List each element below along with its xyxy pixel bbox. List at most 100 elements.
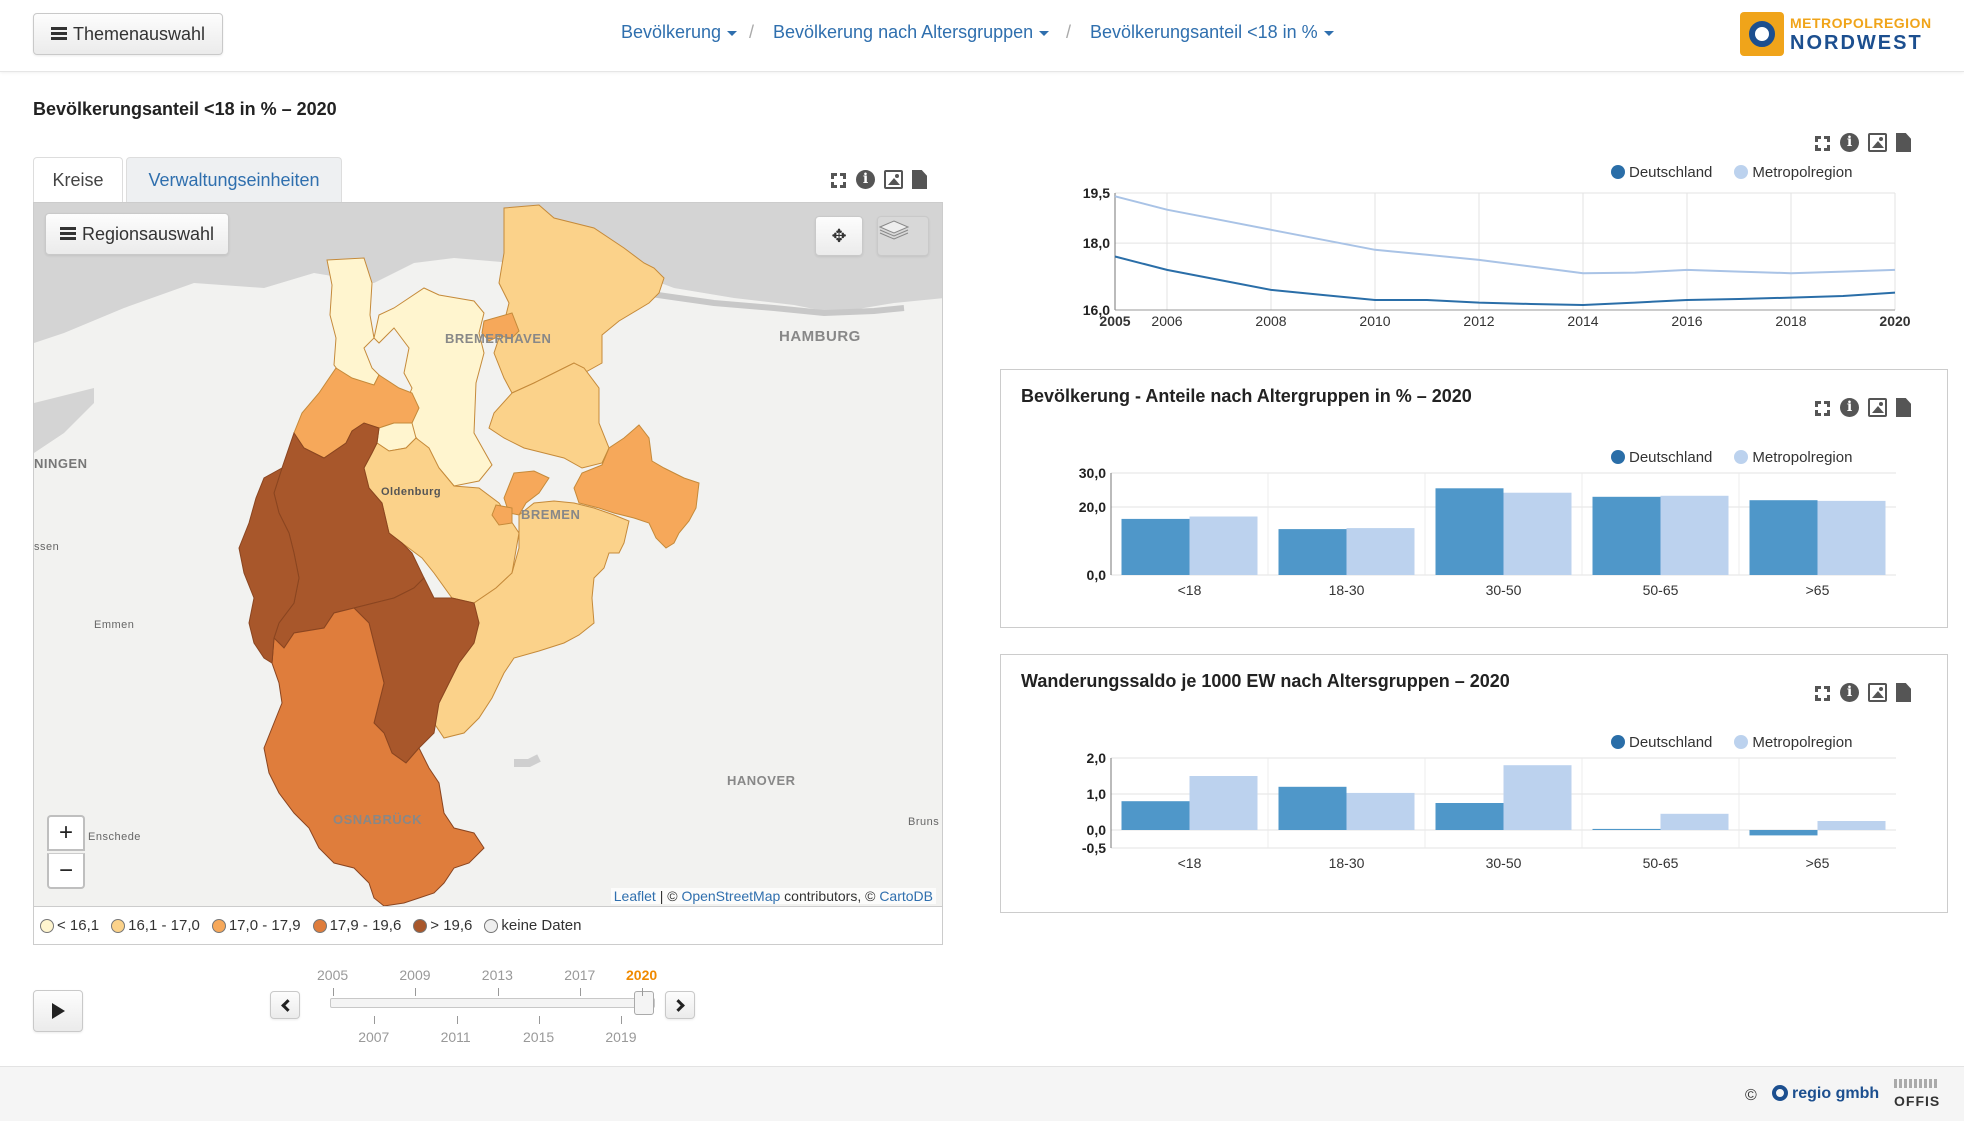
year-slider-track[interactable] (330, 998, 655, 1008)
legend-label: Deutschland (1629, 449, 1713, 466)
fullscreen-icon[interactable] (828, 170, 847, 189)
region-delmenhorst[interactable] (491, 504, 513, 526)
year-tick (621, 1016, 623, 1024)
x-tick-label: 18-30 (1329, 582, 1365, 598)
regio-logo[interactable]: regio gmbh (1772, 1085, 1879, 1103)
region-select-button[interactable]: Regionsauswahl (45, 213, 229, 255)
year-tick (580, 988, 582, 996)
map-label-hamburg: HAMBURG (779, 328, 861, 345)
legend-item-deutschland[interactable]: Deutschland (1611, 164, 1712, 181)
legend-dot (1611, 450, 1625, 464)
cartodb-link[interactable]: CartoDB (879, 888, 933, 904)
region-select-label: Regionsauswahl (81, 223, 215, 244)
year-label-top[interactable]: 2009 (399, 967, 431, 983)
tab-verwaltungseinheiten[interactable]: Verwaltungseinheiten (126, 157, 342, 203)
image-export-icon[interactable] (884, 170, 903, 189)
year-label-top[interactable]: 2005 (317, 967, 349, 983)
bar-metropolregion (1503, 765, 1572, 830)
metropolregion-logo[interactable]: METROPOLREGION NORDWEST (1740, 10, 1950, 60)
x-tick-label: 50-65 (1643, 855, 1679, 871)
info-icon[interactable] (1840, 683, 1859, 702)
age-share-panel: Bevölkerung - Anteile nach Altergruppen … (1000, 369, 1948, 628)
legend-item-metropolregion[interactable]: Metropolregion (1734, 449, 1852, 466)
legend-item-deutschland[interactable]: Deutschland (1611, 734, 1712, 751)
y-tick-label: 0,0 (1087, 822, 1107, 838)
region-bremerhaven[interactable] (481, 312, 520, 342)
fullscreen-icon[interactable] (1812, 133, 1831, 152)
tab-kreise[interactable]: Kreise (33, 157, 123, 203)
legend-item: > 19,6 (413, 917, 472, 934)
file-export-icon[interactable] (912, 170, 927, 189)
year-label-top[interactable]: 2013 (481, 967, 513, 983)
year-label-bottom[interactable]: 2007 (358, 1029, 390, 1045)
year-label-top[interactable]: 2017 (564, 967, 596, 983)
page-title: Bevölkerungsanteil <18 in % – 2020 (33, 99, 337, 119)
year-label-bottom[interactable]: 2019 (605, 1029, 637, 1045)
play-button[interactable] (33, 990, 83, 1032)
bar-deutschland (1749, 500, 1818, 575)
region-osterholz[interactable] (488, 362, 610, 469)
y-tick-label: 20,0 (1079, 499, 1106, 515)
year-label-bottom[interactable]: 2011 (440, 1029, 471, 1045)
bar-deutschland (1749, 830, 1818, 836)
theme-select-button[interactable]: Themenauswahl (33, 13, 223, 55)
fullscreen-icon[interactable] (1812, 683, 1831, 702)
map-label-osnabrueck: OSNABRÜCK (333, 812, 422, 827)
theme-select-label: Themenauswahl (72, 23, 206, 44)
bar-deutschland (1278, 786, 1347, 830)
legend-item-deutschland[interactable]: Deutschland (1611, 449, 1712, 466)
file-export-icon[interactable] (1896, 683, 1911, 702)
file-export-icon[interactable] (1896, 398, 1911, 417)
next-year-button[interactable] (665, 991, 695, 1019)
chart1-toolbar (1812, 133, 1911, 152)
map-legend: < 16,1 16,1 - 17,0 17,0 - 17,9 17,9 - 19,6 >… (33, 907, 943, 945)
region-emsland-nord[interactable] (238, 466, 300, 664)
year-tick (415, 988, 417, 996)
legend-item-metropolregion[interactable]: Metropolregion (1734, 734, 1852, 751)
breadcrumb-indicator[interactable]: Bevölkerungsanteil <18 in % (1090, 22, 1334, 43)
image-export-icon[interactable] (1868, 133, 1887, 152)
zoom-in-button[interactable]: + (47, 815, 85, 851)
map[interactable]: BREMERHAVEN HAMBURG Oldenburg BREMEN NIN… (33, 202, 943, 907)
image-export-icon[interactable] (1868, 398, 1887, 417)
region-rotenburg[interactable] (573, 424, 700, 549)
migration-title: Wanderungssaldo je 1000 EW nach Altersgr… (1021, 671, 1510, 691)
info-icon[interactable] (1840, 133, 1859, 152)
region-bremen[interactable] (503, 470, 550, 516)
zoom-out-button[interactable]: − (47, 853, 85, 889)
image-export-icon[interactable] (1868, 683, 1887, 702)
map-label-enschede: Enschede (88, 831, 141, 843)
info-icon[interactable] (856, 170, 875, 189)
info-icon[interactable] (1840, 398, 1859, 417)
offis-logo[interactable]: OFFIS (1894, 1093, 1941, 1109)
leaflet-link[interactable]: Leaflet (613, 888, 656, 904)
map-label-brunswick: Bruns (908, 816, 940, 828)
year-slider-thumb[interactable] (634, 991, 654, 1015)
breadcrumb-altersgruppen[interactable]: Bevölkerung nach Altersgruppen (773, 22, 1050, 43)
age-share-title: Bevölkerung - Anteile nach Altergruppen … (1021, 386, 1472, 406)
region-emsland-sued[interactable] (263, 607, 485, 906)
legend-item: 17,0 - 17,9 (211, 917, 301, 934)
file-export-icon[interactable] (1896, 133, 1911, 152)
logo-text-top: METROPOLREGION (1790, 15, 1932, 31)
legend-item: 16,1 - 17,0 (111, 917, 200, 934)
migration-panel: Wanderungssaldo je 1000 EW nach Altersgr… (1000, 654, 1948, 913)
year-label-top[interactable]: 2020 (626, 967, 658, 983)
year-label-bottom[interactable]: 2015 (523, 1029, 555, 1045)
caret-down-icon (1323, 30, 1334, 36)
breadcrumb-bevoelkerung[interactable]: Bevölkerung (621, 22, 738, 43)
bar-deutschland (1435, 803, 1504, 830)
legend-label: 17,0 - 17,9 (228, 917, 301, 934)
layers-button[interactable] (877, 216, 929, 256)
map-label-bremen: BREMEN (521, 507, 581, 522)
chevron-left-icon (280, 998, 294, 1012)
legend-item-metropolregion[interactable]: Metropolregion (1734, 164, 1852, 181)
fullscreen-icon[interactable] (1812, 398, 1831, 417)
move-button[interactable]: ✥ (815, 216, 863, 256)
bay-area (34, 388, 94, 453)
legend-label: 17,9 - 19,6 (329, 917, 402, 934)
legend-label: 16,1 - 17,0 (128, 917, 200, 934)
osm-link[interactable]: OpenStreetMap (681, 888, 781, 904)
legend-label: Metropolregion (1752, 449, 1853, 466)
previous-year-button[interactable] (270, 991, 300, 1019)
